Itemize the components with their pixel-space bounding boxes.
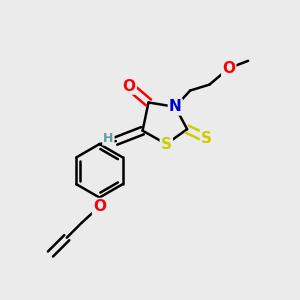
Text: O: O: [93, 199, 106, 214]
Text: S: S: [201, 130, 212, 146]
Text: N: N: [169, 99, 182, 114]
Text: O: O: [222, 61, 235, 76]
Text: S: S: [161, 136, 172, 152]
Text: H: H: [103, 132, 114, 145]
Text: O: O: [123, 79, 136, 94]
